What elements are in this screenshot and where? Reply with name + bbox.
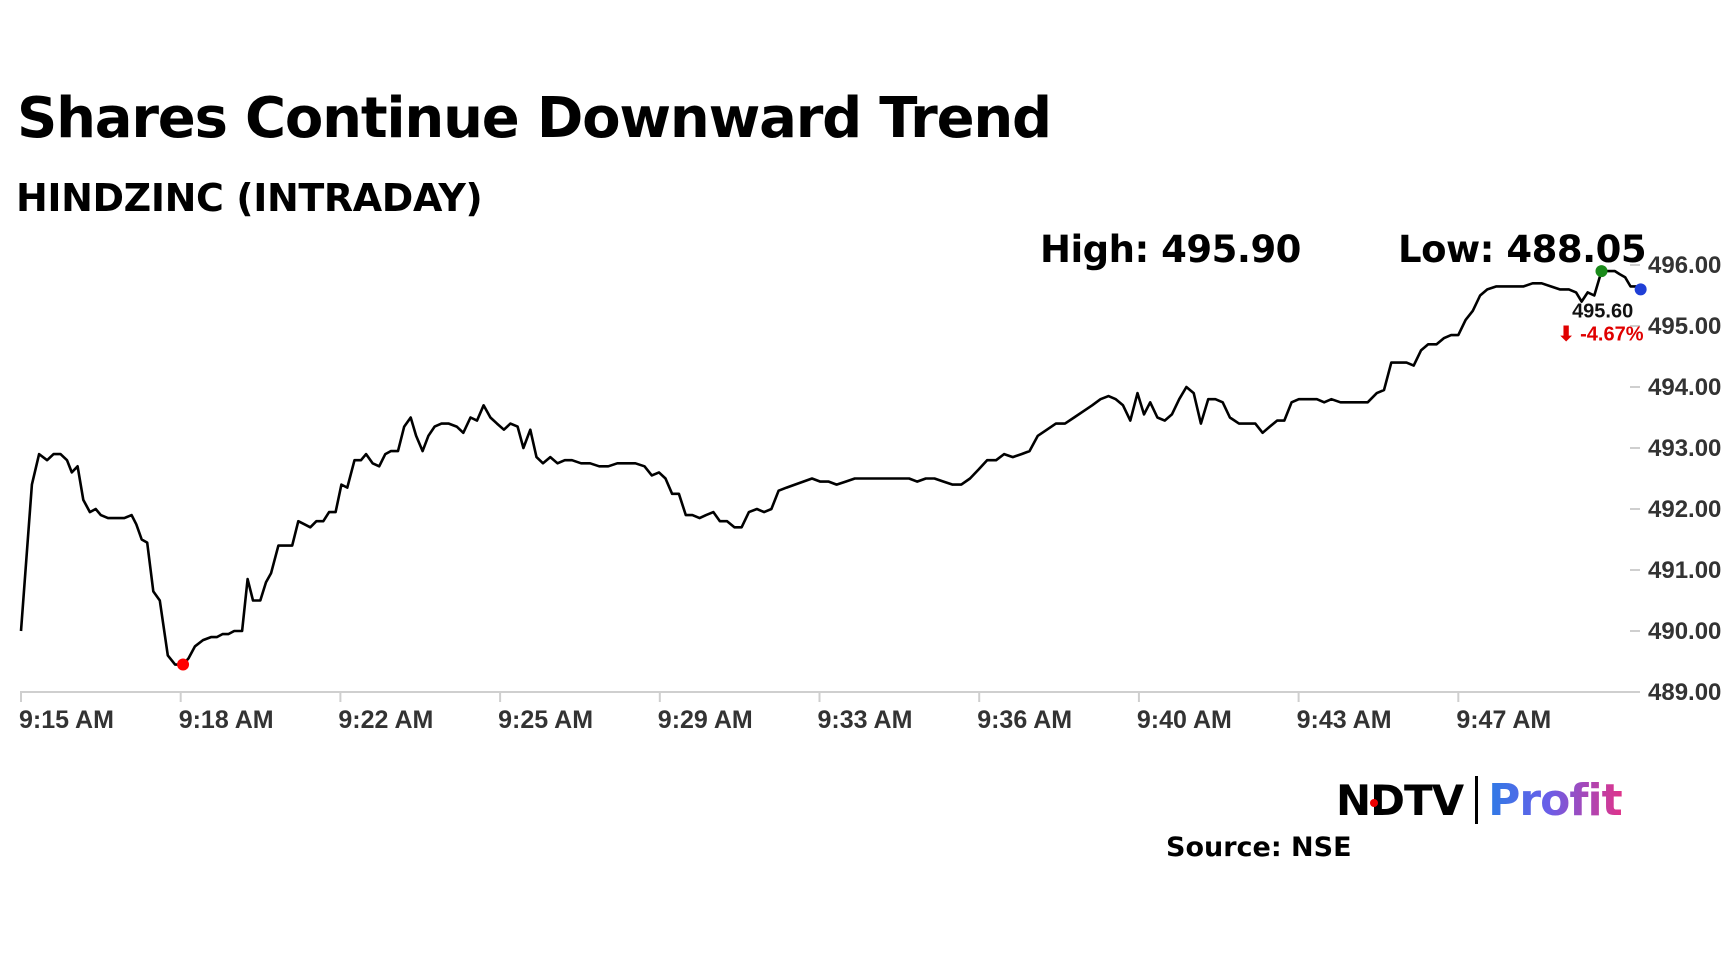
last-price-marker	[1634, 283, 1647, 296]
logo-ndtv-text: NDTV	[1336, 775, 1464, 825]
low-value: Low: 488.05	[1398, 228, 1647, 271]
chart-title: Shares Continue Downward Trend	[17, 86, 1052, 151]
x-tick-label: 9:43 AM	[1297, 706, 1392, 734]
y-tick-label: 496.00	[1648, 252, 1721, 279]
price-change-label: ⬇ -4.67%	[1558, 323, 1644, 345]
logo-separator	[1475, 776, 1479, 824]
y-tick-label: 492.00	[1648, 496, 1721, 523]
source-note: Source: NSE	[1166, 832, 1352, 863]
y-axis-ticks: 496.00 495.00 494.00 493.00 492.00 491.00 490.…	[1630, 252, 1721, 706]
x-tick-label: 9:22 AM	[338, 706, 433, 734]
x-tick-label: 9:47 AM	[1456, 706, 1551, 734]
y-tick-label: 490.00	[1648, 618, 1721, 645]
logo-profit-wordmark: Profit	[1488, 774, 1622, 826]
price-series-line	[19, 269, 1642, 666]
x-tick-label: 9:33 AM	[818, 706, 913, 734]
high-point-marker	[1595, 265, 1608, 278]
x-tick-label: 9:40 AM	[1137, 706, 1232, 734]
x-tick-label: 9:36 AM	[977, 706, 1072, 734]
low-point-marker	[177, 658, 190, 671]
x-tick-label: 9:29 AM	[658, 706, 753, 734]
x-axis-ticks: 9:15 AM 9:18 AM 9:22 AM 9:25 AM 9:29 AM 9:33 …	[19, 692, 1551, 734]
x-tick-label: 9:18 AM	[179, 706, 274, 734]
high-value: High: 495.90	[1040, 228, 1301, 271]
y-tick-label: 489.00	[1648, 679, 1721, 706]
y-tick-label: 493.00	[1648, 435, 1721, 462]
logo-ndtv-wordmark: NDTV	[1336, 775, 1464, 825]
logo-red-dot	[1370, 798, 1378, 807]
x-tick-label: 9:25 AM	[498, 706, 593, 734]
x-tick-label: 9:15 AM	[19, 706, 114, 734]
y-tick-label: 494.00	[1648, 374, 1721, 401]
y-tick-label: 495.00	[1648, 313, 1721, 340]
last-price-label: 495.60	[1572, 300, 1633, 322]
ndtv-profit-logo: NDTV Profit	[1336, 772, 1623, 828]
y-tick-label: 491.00	[1648, 557, 1721, 584]
chart-subtitle: HINDZINC (INTRADAY)	[16, 176, 483, 220]
